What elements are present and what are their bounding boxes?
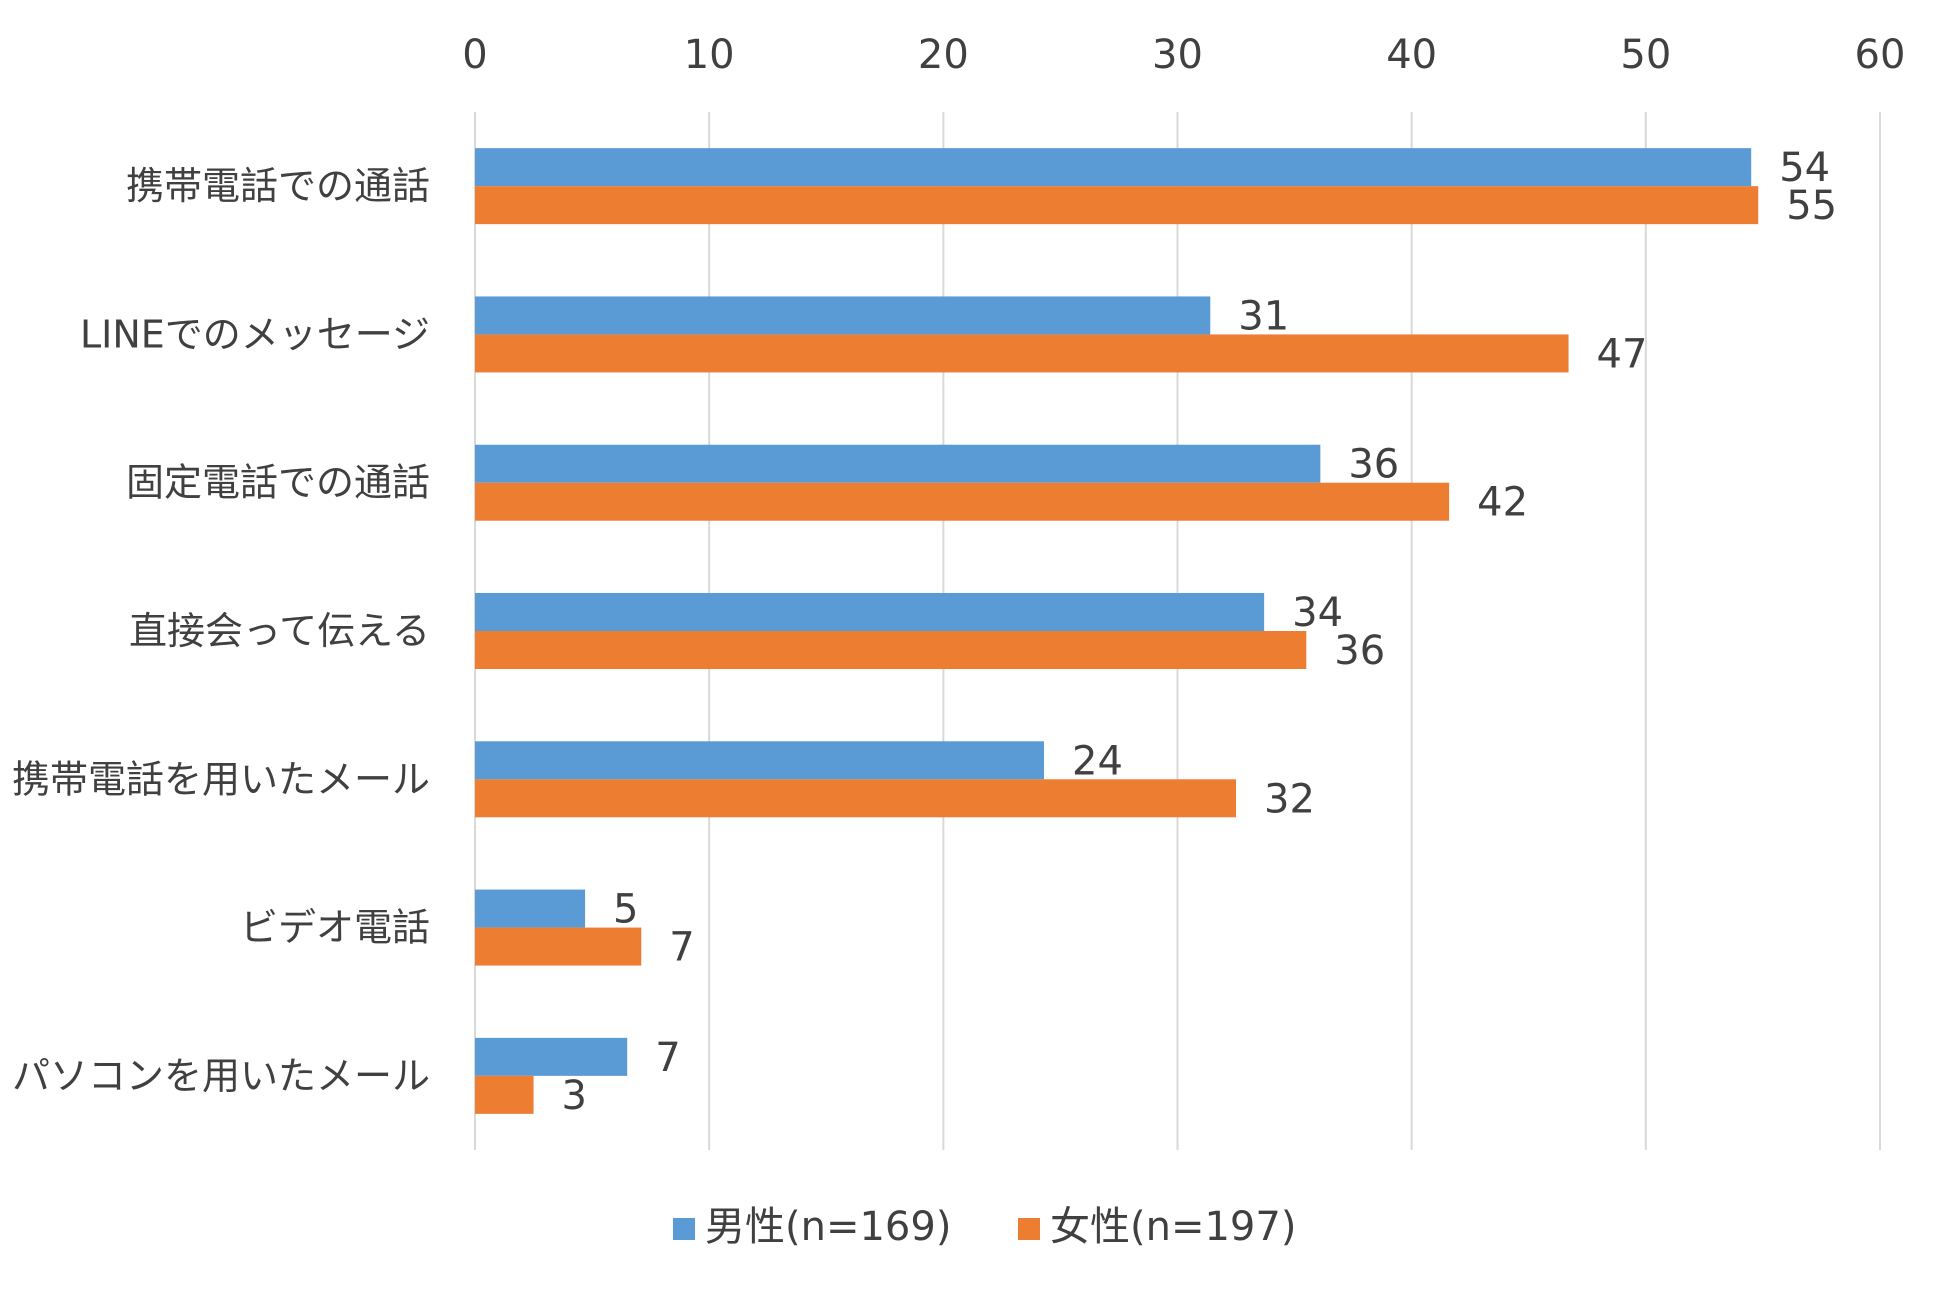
data-label: 5 [613,887,638,933]
category-label: ビデオ電話 [240,906,430,950]
axis-ticks: 0 10 20 30 40 50 60 [462,32,1905,78]
bar-female [475,482,1450,521]
data-label: 24 [1072,738,1123,784]
tick-label: 60 [1855,32,1906,78]
legend-label: 男性(n=169) [705,1204,951,1250]
data-label: 42 [1477,480,1528,526]
category-label: LINEでのメッセージ [80,312,430,356]
bar-female [475,186,1759,225]
legend: 男性(n=169) 女性(n=197) [673,1204,1296,1250]
category-label: パソコンを用いたメール [12,1054,430,1098]
bar-male [475,889,586,928]
bar-male [475,1037,628,1076]
data-label: 7 [655,1035,680,1081]
data-label: 55 [1786,183,1837,229]
data-label: 36 [1348,442,1399,488]
category-label: 携帯電話での通話 [126,164,430,208]
data-label: 3 [562,1073,587,1119]
legend-label: 女性(n=197) [1050,1204,1296,1250]
bar-female [475,779,1237,818]
category-labels: 携帯電話での通話 LINEでのメッセージ固定電話での通話直接会って伝える携帯電話を… [12,164,430,1098]
tick-label: 50 [1620,32,1671,78]
bar-female [475,631,1307,669]
legend-swatch [673,1218,695,1240]
bar-female [475,1075,534,1114]
bar-male [475,148,1752,187]
data-label: 47 [1597,331,1648,377]
bar-male [475,741,1045,780]
tick-label: 10 [684,32,735,78]
data-label: 31 [1238,293,1289,339]
data-label: 32 [1264,776,1315,822]
bar-male [475,593,1265,631]
bar-female [475,927,642,966]
data-label: 7 [669,925,694,971]
data-label: 34 [1292,590,1343,636]
bar-female [475,334,1569,373]
tick-label: 30 [1152,32,1203,78]
category-label: 携帯電話を用いたメール [12,757,430,801]
data-label: 36 [1334,628,1385,674]
data-label: 54 [1779,145,1830,191]
bar-male [475,296,1211,335]
bars [475,148,1759,1114]
tick-label: 0 [462,32,487,78]
legend-swatch [1018,1218,1040,1240]
bar-male [475,444,1321,483]
category-label: 直接会って伝える [129,609,430,653]
tick-label: 20 [918,32,969,78]
tick-label: 40 [1386,32,1437,78]
category-label: 固定電話での通話 [126,461,430,505]
